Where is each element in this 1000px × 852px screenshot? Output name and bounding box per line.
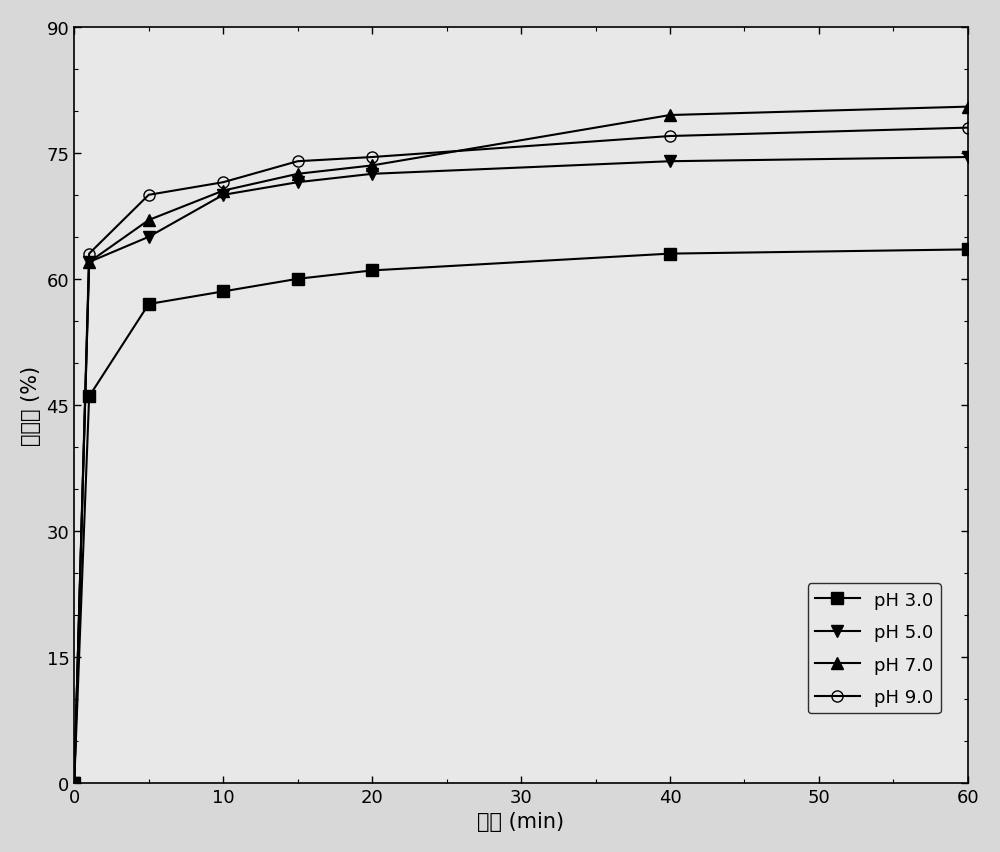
pH 3.0 xyxy=(83,392,95,402)
pH 7.0 xyxy=(217,187,229,197)
Y-axis label: 去除率 (%): 去除率 (%) xyxy=(21,366,41,446)
pH 7.0 xyxy=(664,111,676,121)
pH 3.0 xyxy=(292,274,304,285)
pH 5.0 xyxy=(962,153,974,163)
pH 9.0 xyxy=(143,191,155,201)
pH 5.0 xyxy=(664,157,676,167)
pH 3.0 xyxy=(68,778,80,788)
pH 9.0 xyxy=(217,178,229,188)
pH 9.0 xyxy=(68,778,80,788)
pH 9.0 xyxy=(664,132,676,142)
pH 9.0 xyxy=(83,249,95,259)
pH 9.0 xyxy=(292,157,304,167)
pH 5.0 xyxy=(83,257,95,268)
pH 9.0 xyxy=(962,124,974,134)
pH 5.0 xyxy=(292,178,304,188)
pH 7.0 xyxy=(366,161,378,171)
pH 7.0 xyxy=(962,102,974,112)
pH 9.0 xyxy=(366,153,378,163)
pH 3.0 xyxy=(366,266,378,276)
Line: pH 7.0: pH 7.0 xyxy=(69,102,973,788)
pH 3.0 xyxy=(664,249,676,259)
pH 3.0 xyxy=(217,287,229,297)
pH 7.0 xyxy=(83,257,95,268)
pH 5.0 xyxy=(143,233,155,243)
X-axis label: 时间 (min): 时间 (min) xyxy=(477,811,565,832)
pH 3.0 xyxy=(143,300,155,310)
pH 7.0 xyxy=(68,778,80,788)
Legend: pH 3.0, pH 5.0, pH 7.0, pH 9.0: pH 3.0, pH 5.0, pH 7.0, pH 9.0 xyxy=(808,584,941,713)
pH 5.0 xyxy=(217,191,229,201)
pH 5.0 xyxy=(366,170,378,180)
Line: pH 3.0: pH 3.0 xyxy=(69,245,973,788)
pH 7.0 xyxy=(292,170,304,180)
pH 5.0 xyxy=(68,778,80,788)
Line: pH 5.0: pH 5.0 xyxy=(69,153,973,788)
pH 3.0 xyxy=(962,245,974,256)
Line: pH 9.0: pH 9.0 xyxy=(69,123,973,788)
pH 7.0 xyxy=(143,216,155,226)
